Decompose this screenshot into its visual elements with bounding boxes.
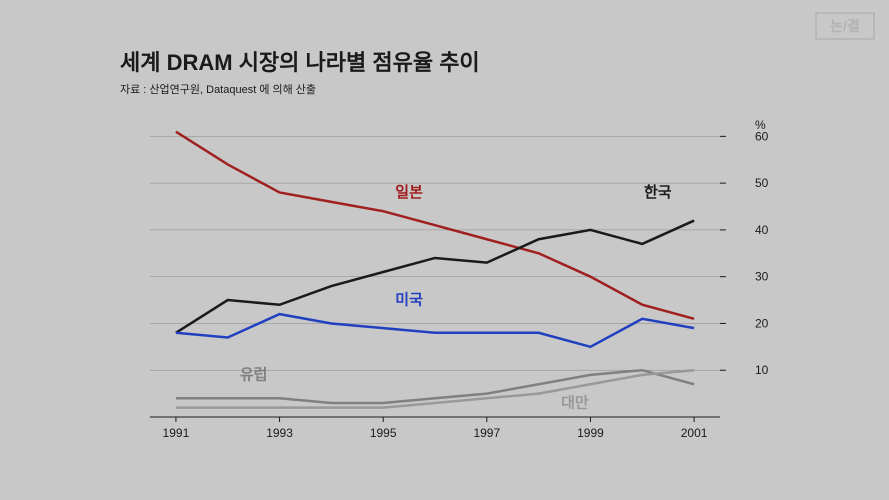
series-japan (176, 132, 694, 319)
y-tick-label: 30 (755, 270, 769, 284)
y-unit-label: % (755, 118, 766, 132)
chart-area: 102030405060%199119931995199719992001일본한… (140, 117, 780, 447)
x-tick-label: 1995 (370, 426, 397, 440)
chart-svg: 102030405060%199119931995199719992001일본한… (140, 117, 780, 447)
x-tick-label: 1999 (577, 426, 604, 440)
x-tick-label: 1997 (473, 426, 500, 440)
series-label-taiwan: 대만 (561, 395, 589, 412)
logo-watermark: 논/결 (815, 12, 875, 40)
series-label-usa: 미국 (395, 292, 423, 309)
chart-subtitle: 자료 : 산업연구원, Dataquest 에 의해 산출 (120, 81, 789, 97)
x-tick-label: 2001 (681, 426, 708, 440)
series-label-japan: 일본 (395, 184, 423, 201)
series-label-korea: 한국 (644, 184, 672, 201)
y-tick-label: 50 (755, 176, 769, 190)
series-usa (176, 314, 694, 347)
chart-title: 세계 DRAM 시장의 나라별 점유율 추이 (120, 45, 789, 77)
y-tick-label: 10 (755, 363, 769, 377)
svg-text:논/결: 논/결 (830, 18, 860, 34)
y-tick-label: 20 (755, 316, 769, 330)
y-tick-label: 40 (755, 223, 769, 237)
x-tick-label: 1991 (163, 426, 190, 440)
series-label-europe: 유럽 (240, 367, 268, 384)
x-tick-label: 1993 (266, 426, 293, 440)
